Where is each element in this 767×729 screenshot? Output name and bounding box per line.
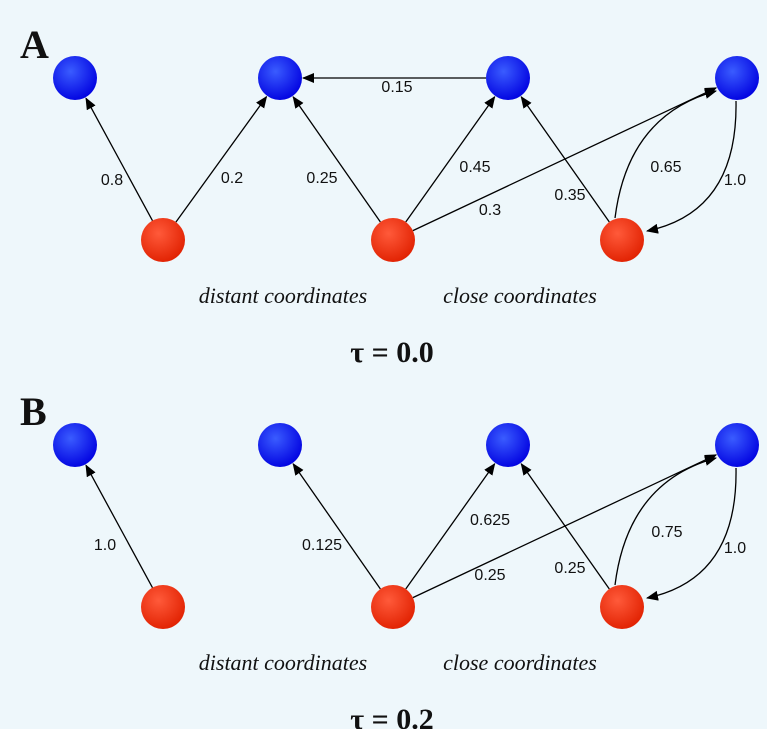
edge-label: 0.15	[381, 79, 412, 96]
edge-label: 0.35	[554, 187, 585, 204]
blue-node	[53, 56, 97, 100]
edge	[614, 456, 717, 586]
caption: distant coordinates	[199, 283, 367, 308]
panel-label: B	[20, 389, 47, 434]
edge	[175, 95, 268, 223]
edge	[85, 464, 154, 588]
edge	[405, 95, 496, 223]
caption: close coordinates	[443, 283, 597, 308]
edge	[520, 95, 610, 223]
red-node	[141, 218, 185, 262]
edge-label: 0.3	[479, 202, 501, 219]
edge-label: 0.625	[470, 512, 510, 529]
red-node	[141, 585, 185, 629]
edge	[405, 462, 496, 590]
edge-label: 0.8	[101, 172, 123, 189]
edge-label: 0.75	[651, 524, 682, 541]
panel: A 0.8 0.2 0.25 0.45 0.3 0.15 0.35 0.65 1.0 distant…	[20, 22, 759, 369]
panel-label: A	[20, 22, 49, 67]
red-node	[600, 218, 644, 262]
edge	[292, 463, 381, 590]
tau: τ = 0.2	[350, 703, 433, 729]
red-node	[371, 585, 415, 629]
caption: distant coordinates	[199, 650, 367, 675]
edge	[646, 467, 737, 601]
blue-node	[715, 56, 759, 100]
blue-node	[53, 423, 97, 467]
red-node	[600, 585, 644, 629]
blue-node	[486, 423, 530, 467]
edge	[520, 462, 610, 590]
panel: B 1.0 0.125 0.625 0.25 0.25 0.75 1.0 distant coo…	[20, 389, 759, 729]
edge-label: 0.125	[302, 537, 342, 554]
edge-label: 0.25	[306, 170, 337, 187]
red-node	[371, 218, 415, 262]
edge-label: 0.45	[459, 159, 490, 176]
edge-label: 0.65	[650, 159, 681, 176]
edge-label: 0.2	[221, 170, 243, 187]
edge-label: 1.0	[724, 540, 746, 557]
caption: close coordinates	[443, 650, 597, 675]
edge-label: 1.0	[724, 172, 746, 189]
tau: τ = 0.0	[350, 336, 433, 369]
edge	[614, 89, 717, 219]
blue-node	[486, 56, 530, 100]
blue-node	[715, 423, 759, 467]
edge-label: 1.0	[94, 537, 116, 554]
blue-node	[258, 56, 302, 100]
edge	[292, 96, 381, 223]
blue-node	[258, 423, 302, 467]
edge	[646, 100, 737, 234]
edge	[85, 97, 154, 221]
edge-label: 0.25	[554, 560, 585, 577]
edge-label: 0.25	[474, 567, 505, 584]
